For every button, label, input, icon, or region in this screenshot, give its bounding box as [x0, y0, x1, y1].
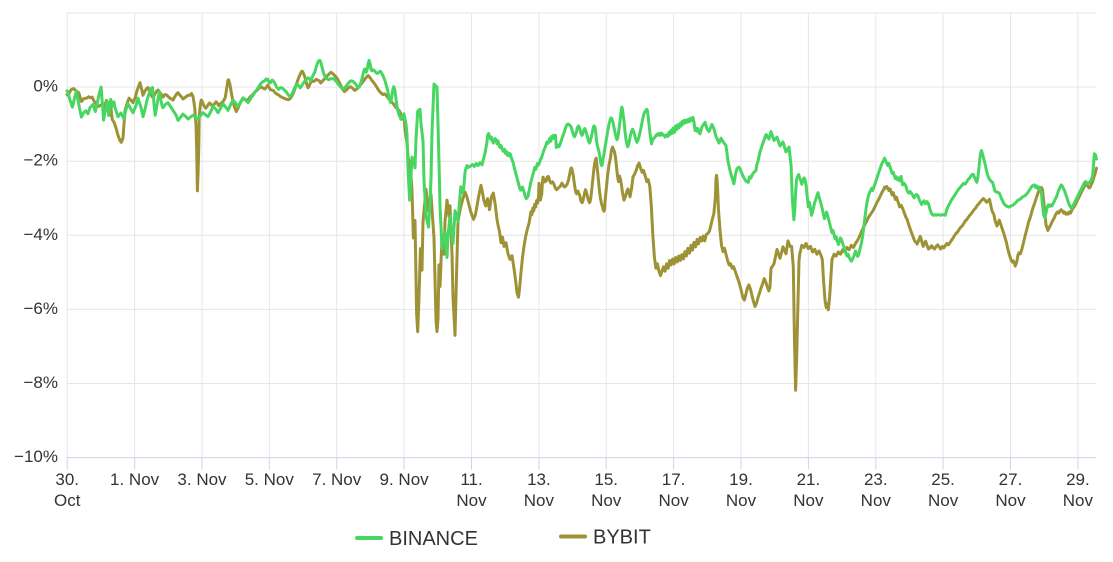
- svg-text:3. Nov: 3. Nov: [177, 470, 227, 489]
- svg-text:1. Nov: 1. Nov: [110, 470, 160, 489]
- svg-text:Nov: Nov: [658, 491, 689, 510]
- svg-text:Nov: Nov: [928, 491, 959, 510]
- svg-text:0%: 0%: [33, 77, 58, 96]
- svg-text:Nov: Nov: [591, 491, 622, 510]
- svg-text:13.: 13.: [527, 470, 551, 489]
- svg-text:Nov: Nov: [726, 491, 757, 510]
- svg-text:Oct: Oct: [54, 491, 81, 510]
- svg-text:−6%: −6%: [24, 299, 59, 318]
- svg-text:−10%: −10%: [14, 447, 58, 466]
- svg-text:Nov: Nov: [793, 491, 824, 510]
- svg-text:17.: 17.: [662, 470, 686, 489]
- svg-text:−2%: −2%: [24, 151, 59, 170]
- svg-text:23.: 23.: [864, 470, 888, 489]
- svg-text:5. Nov: 5. Nov: [245, 470, 295, 489]
- svg-text:30.: 30.: [55, 470, 79, 489]
- svg-text:Nov: Nov: [995, 491, 1026, 510]
- svg-text:27.: 27.: [999, 470, 1023, 489]
- svg-text:11.: 11.: [460, 470, 482, 489]
- svg-text:Nov: Nov: [524, 491, 555, 510]
- svg-text:−8%: −8%: [24, 373, 59, 392]
- svg-text:15.: 15.: [594, 470, 618, 489]
- svg-text:Nov: Nov: [1063, 491, 1094, 510]
- svg-text:21.: 21.: [797, 470, 821, 489]
- svg-text:19.: 19.: [729, 470, 753, 489]
- svg-text:Nov: Nov: [456, 491, 487, 510]
- svg-text:7. Nov: 7. Nov: [312, 470, 362, 489]
- svg-text:Nov: Nov: [861, 491, 892, 510]
- svg-text:25.: 25.: [931, 470, 955, 489]
- svg-text:BINANCE: BINANCE: [389, 528, 478, 550]
- svg-text:29.: 29.: [1066, 470, 1090, 489]
- svg-text:BYBIT: BYBIT: [593, 527, 651, 549]
- svg-text:−4%: −4%: [24, 225, 59, 244]
- svg-text:9. Nov: 9. Nov: [380, 470, 430, 489]
